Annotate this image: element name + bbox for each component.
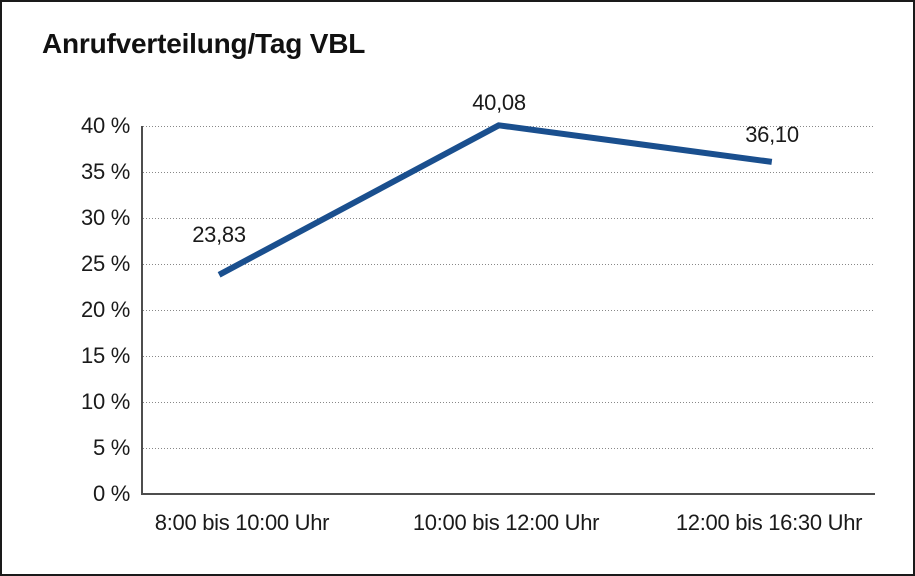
x-category-label: 12:00 bis 16:30 Uhr [675, 510, 863, 535]
y-tick-label: 30 % [81, 205, 130, 230]
data-point-label: 36,10 [745, 122, 799, 147]
y-tick-label: 20 % [81, 297, 130, 322]
y-tick-label: 10 % [81, 389, 130, 414]
grid-line [143, 402, 875, 403]
grid-line [143, 310, 875, 311]
data-point-label: 23,83 [192, 222, 246, 247]
y-tick-label: 25 % [81, 251, 130, 276]
x-category-label: 10:00 bis 12:00 Uhr [412, 510, 600, 535]
chart-title: Anrufverteilung/Tag VBL [42, 28, 366, 59]
data-line [217, 122, 773, 278]
x-axis-line [141, 493, 875, 495]
y-tick-label: 40 % [81, 113, 130, 138]
grid-line [143, 356, 875, 357]
y-tick-label: 35 % [81, 159, 130, 184]
y-tick-label: 5 % [92, 435, 130, 460]
x-category-label: 8:00 bis 10:00 Uhr [154, 510, 330, 535]
grid-line [143, 172, 875, 173]
y-tick-label: 0 % [92, 481, 130, 506]
data-point-label: 40,08 [472, 90, 526, 115]
y-tick-label: 15 % [81, 343, 130, 368]
grid-line [143, 448, 875, 449]
grid-line [143, 264, 875, 265]
y-axis-line [141, 126, 143, 494]
grid-line [143, 218, 875, 219]
series-line [217, 122, 773, 278]
